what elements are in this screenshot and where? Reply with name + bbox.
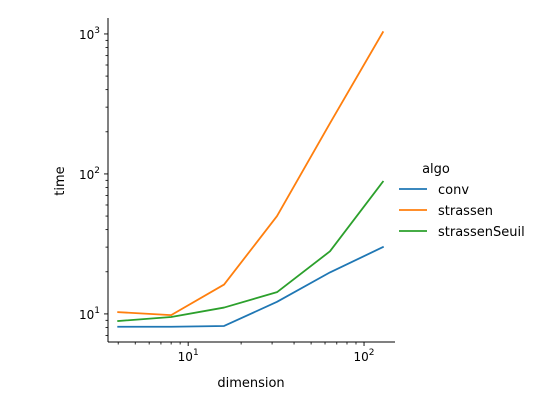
series-line-strassenSeuil xyxy=(117,180,385,322)
legend-label-strassenSeuil: strassenSeuil xyxy=(438,225,525,240)
legend-label-strassen: strassen xyxy=(438,204,493,219)
ticks: 101 102 101 102 103 xyxy=(79,26,375,364)
y-tick-label: 101 xyxy=(79,306,100,322)
series-line-conv xyxy=(117,245,385,328)
legend-label-conv: conv xyxy=(438,183,469,198)
y-tick-label: 102 xyxy=(79,166,100,182)
y-tick-label: 103 xyxy=(79,26,100,42)
x-tick-label: 102 xyxy=(354,348,375,364)
plot-area xyxy=(117,30,385,328)
y-axis-label: time xyxy=(53,166,68,195)
legend: algo conv strassen strassenSeuil xyxy=(399,162,525,240)
x-tick-label: 101 xyxy=(178,348,199,364)
series-line-strassen xyxy=(117,30,385,317)
x-axis-label: dimension xyxy=(217,376,284,391)
legend-title: algo xyxy=(422,162,450,177)
